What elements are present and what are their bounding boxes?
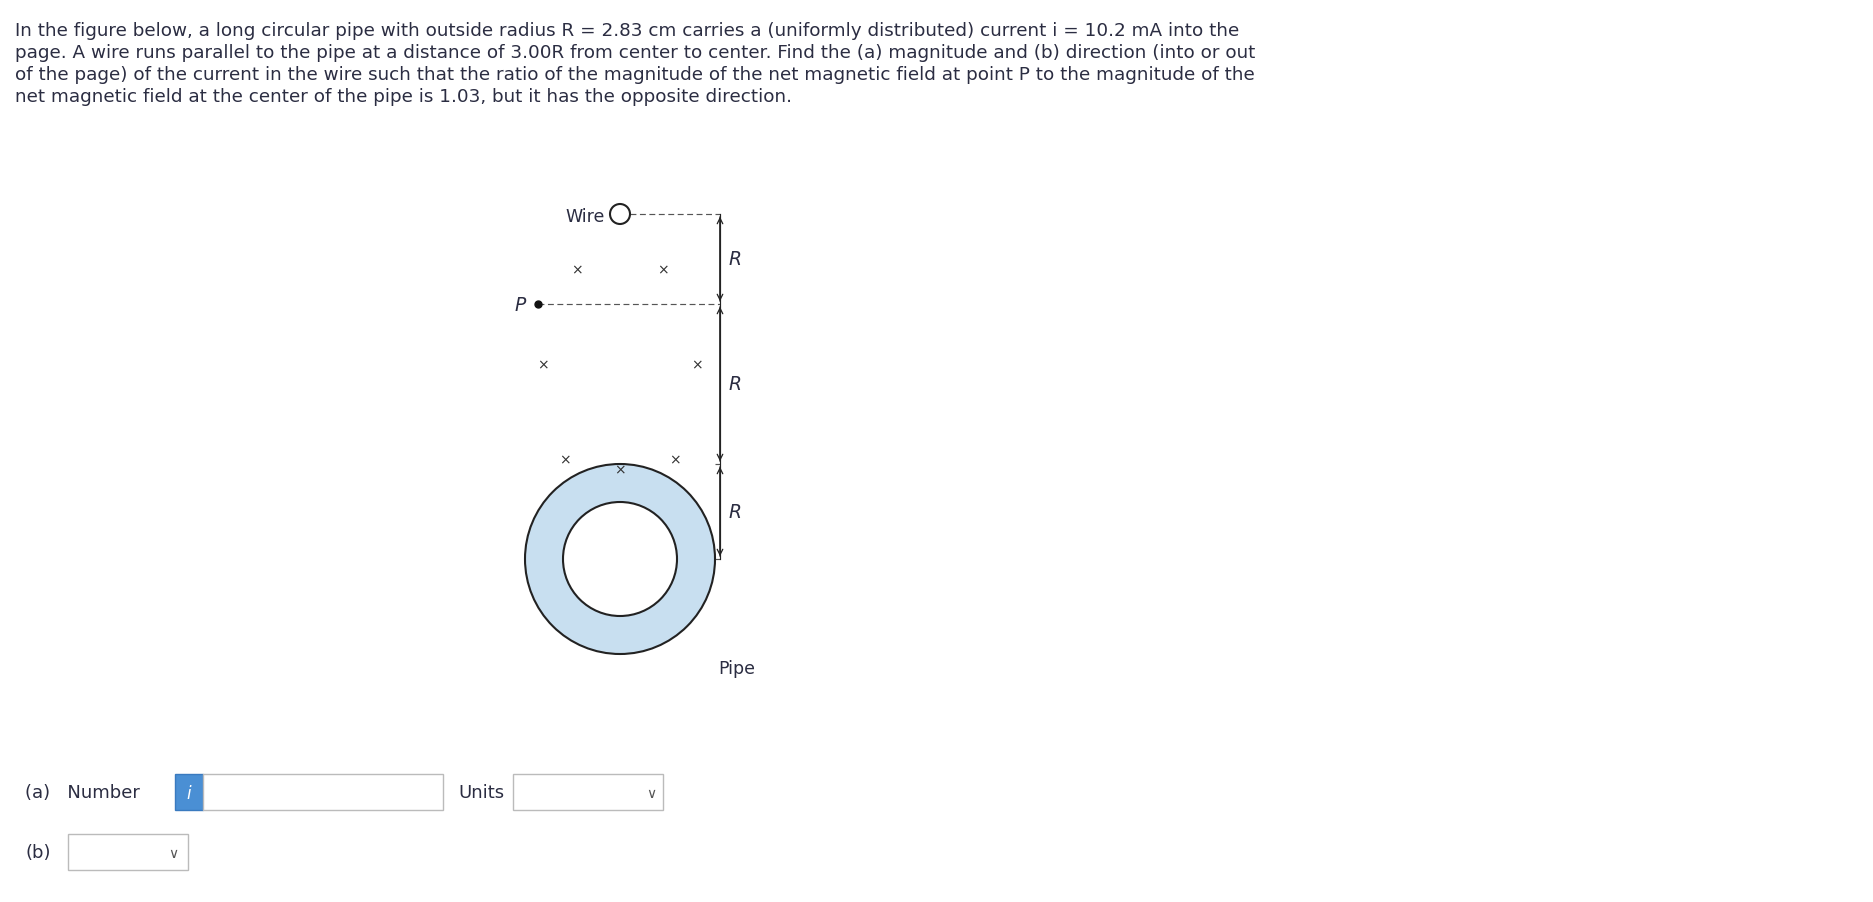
Circle shape: [524, 465, 715, 654]
Text: $R$: $R$: [729, 502, 742, 521]
Circle shape: [564, 502, 676, 616]
FancyBboxPatch shape: [202, 774, 444, 810]
Text: ×: ×: [538, 357, 549, 372]
Text: net magnetic field at the center of the pipe is 1.03, but it has the opposite di: net magnetic field at the center of the …: [15, 87, 792, 106]
Text: i: i: [187, 784, 191, 802]
Text: Pipe: Pipe: [717, 659, 755, 677]
Text: In the figure below, a long circular pipe with outside radius R = 2.83 cm carrie: In the figure below, a long circular pip…: [15, 22, 1240, 40]
Text: ×: ×: [657, 262, 669, 277]
Circle shape: [611, 205, 629, 225]
Text: $P$: $P$: [513, 296, 526, 315]
Text: (b): (b): [24, 843, 51, 861]
Text: ×: ×: [669, 453, 680, 466]
Text: Wire: Wire: [566, 207, 605, 226]
Text: $R$: $R$: [729, 375, 742, 394]
Text: ×: ×: [691, 357, 702, 372]
Text: ×: ×: [614, 463, 626, 476]
FancyBboxPatch shape: [513, 774, 663, 810]
Text: Units: Units: [459, 783, 504, 801]
Text: ∨: ∨: [646, 787, 656, 800]
Text: of the page) of the current in the wire such that the ratio of the magnitude of : of the page) of the current in the wire …: [15, 66, 1255, 84]
Text: ×: ×: [571, 262, 583, 277]
FancyBboxPatch shape: [174, 774, 202, 810]
FancyBboxPatch shape: [67, 834, 187, 870]
Text: $R$: $R$: [729, 250, 742, 269]
Text: ×: ×: [560, 453, 571, 466]
Text: ∨: ∨: [169, 846, 178, 860]
Text: (a)   Number: (a) Number: [24, 783, 140, 801]
Text: page. A wire runs parallel to the pipe at a distance of 3.00R from center to cen: page. A wire runs parallel to the pipe a…: [15, 44, 1255, 62]
